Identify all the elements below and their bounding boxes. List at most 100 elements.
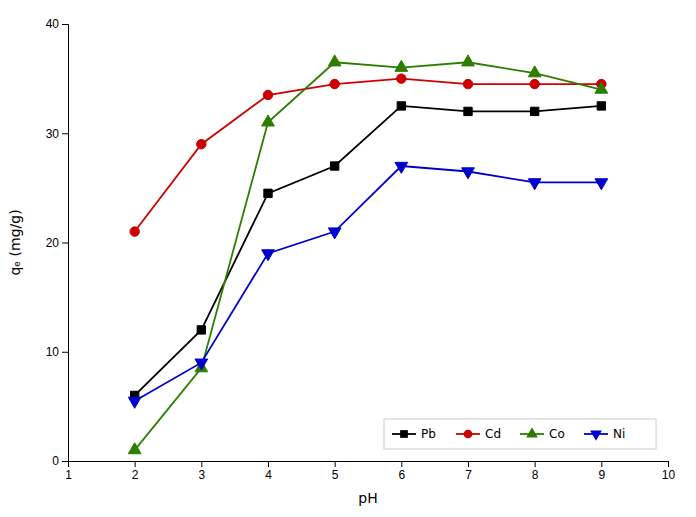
x-tick-label: 8 [532, 468, 539, 482]
legend-marker [464, 430, 473, 439]
x-tick-label: 2 [132, 468, 139, 482]
legend-marker [526, 427, 538, 437]
x-tick-label: 5 [332, 468, 339, 482]
legend-item: Cd [456, 427, 501, 441]
legend-marker [400, 430, 408, 438]
x-tick-label: 7 [465, 468, 472, 482]
x-tick-label: 1 [65, 468, 72, 482]
legend-label: Cd [485, 427, 501, 441]
y-tick-mark [62, 352, 68, 353]
y-tick-mark [62, 243, 68, 244]
y-tick: 40 [46, 17, 68, 31]
series-line [135, 62, 602, 450]
x-tick: 4 [265, 461, 272, 482]
x-tick-mark [201, 461, 202, 467]
series-marker [263, 90, 272, 99]
x-tick-label: 10 [662, 468, 676, 482]
series-line [135, 166, 602, 401]
series-marker [397, 102, 405, 110]
series-marker [262, 115, 275, 126]
legend-box [384, 419, 656, 449]
series-marker [462, 168, 475, 179]
series-marker [530, 107, 538, 115]
x-tick-label: 9 [598, 468, 605, 482]
legend-item: Pb [392, 427, 436, 441]
y-tick-label: 20 [46, 236, 60, 250]
x-tick-mark [135, 461, 136, 467]
x-axis: 1 2 3 4 5 6 7 8 9 10 [65, 461, 675, 482]
x-tick-mark [335, 461, 336, 467]
series-marker [530, 79, 539, 88]
x-tick: 1 [65, 461, 72, 482]
y-tick: 30 [46, 127, 68, 141]
x-tick: 8 [532, 461, 539, 482]
data-area [128, 55, 607, 454]
x-tick: 7 [465, 461, 472, 482]
chart: 1 2 3 4 5 6 7 8 9 10 0 10 20 30 40 Pb Cd Co Ni pH qₑ (mg/g) [0, 0, 696, 517]
series [130, 74, 606, 236]
y-axis-line [62, 25, 69, 462]
x-tick-mark [668, 461, 669, 467]
series-marker [528, 179, 541, 190]
series [128, 162, 607, 408]
series-marker [397, 74, 406, 83]
series-marker [395, 162, 408, 173]
series-marker [597, 102, 605, 110]
x-tick-label: 6 [398, 468, 405, 482]
x-tick-label: 4 [265, 468, 272, 482]
x-axis-title: pH [358, 490, 377, 506]
series-marker [128, 397, 141, 408]
series-marker [328, 228, 341, 239]
series-marker [528, 66, 541, 77]
y-tick-label: 0 [52, 454, 59, 468]
x-tick-mark [601, 461, 602, 467]
x-tick: 10 [662, 461, 676, 482]
y-tick-label: 40 [46, 17, 60, 31]
series-marker [197, 326, 205, 334]
series-marker [328, 55, 341, 66]
series-marker [462, 55, 475, 66]
y-axis-title: qₑ (mg/g) [7, 209, 23, 275]
series-marker [128, 443, 141, 454]
y-tick-label: 10 [46, 345, 60, 359]
x-tick: 3 [198, 461, 205, 482]
legend-label: Ni [613, 427, 625, 441]
series-marker [330, 162, 338, 170]
series-marker [464, 107, 472, 115]
x-tick: 2 [132, 461, 139, 482]
series-marker [262, 250, 275, 261]
series-marker [330, 79, 339, 88]
legend-label: Pb [421, 427, 436, 441]
y-tick-mark [62, 133, 68, 134]
x-tick: 5 [332, 461, 339, 482]
series [130, 102, 605, 400]
y-tick: 0 [52, 454, 68, 468]
series-line [135, 79, 602, 232]
series-marker [595, 82, 608, 93]
x-tick-mark [468, 461, 469, 467]
x-tick: 6 [398, 461, 405, 482]
series-line [135, 106, 602, 396]
y-tick-label: 30 [46, 127, 60, 141]
x-tick-mark [268, 461, 269, 467]
series-marker [197, 139, 206, 148]
legend-label: Co [549, 427, 565, 441]
legend-item: Co [520, 427, 565, 441]
y-tick: 20 [46, 236, 68, 250]
series-marker [130, 227, 139, 236]
series-marker [264, 189, 272, 197]
series-marker [463, 79, 472, 88]
x-axis-line [69, 462, 669, 468]
legend-marker [590, 431, 602, 441]
y-axis: 0 10 20 30 40 [46, 17, 69, 468]
x-tick-mark [401, 461, 402, 467]
series-marker [595, 179, 608, 190]
y-tick-mark [62, 461, 68, 462]
series [128, 55, 607, 454]
y-tick-mark [62, 24, 68, 25]
legend: Pb Cd Co Ni [384, 419, 656, 449]
legend-item: Ni [584, 427, 625, 441]
x-tick-label: 3 [198, 468, 205, 482]
series-marker [195, 359, 208, 370]
x-tick: 9 [598, 461, 605, 482]
